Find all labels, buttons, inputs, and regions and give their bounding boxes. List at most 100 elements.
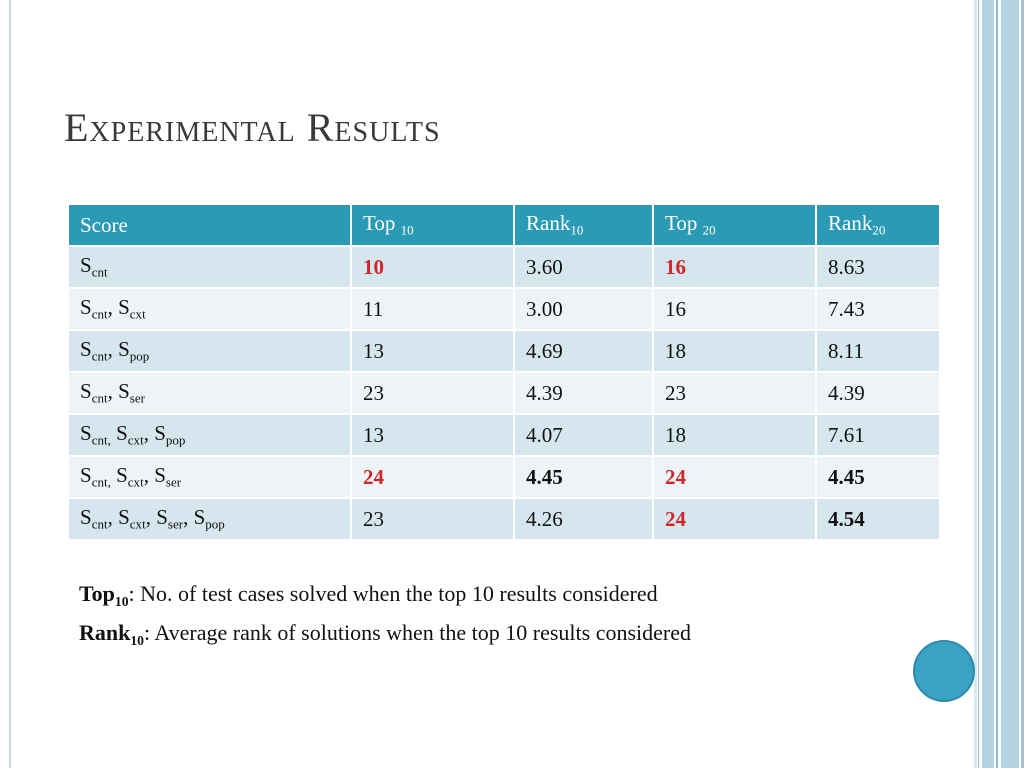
score-subscript: cnt [91, 306, 108, 322]
table-row: Scnt 10 3.60 16 8.63 [69, 246, 939, 289]
column-header: Top 20 [653, 205, 817, 247]
score-subscript: cnt, [91, 474, 111, 490]
score-symbol: S [116, 463, 128, 488]
legend-rank-definition: Rank10: Average rank of solutions when t… [79, 617, 799, 656]
value-cell: 4.26 [514, 498, 654, 541]
stripe [982, 0, 994, 768]
column-header: Rank10 [514, 205, 654, 247]
slide-left-border-inner [0, 0, 10, 768]
legend: Top10: No. of test cases solved when the… [79, 578, 799, 656]
score-subscript: ser [167, 516, 184, 532]
score-subscript: cnt [91, 516, 108, 532]
decorative-circle [913, 640, 975, 702]
stripe [978, 0, 979, 768]
score-subscript: cnt [91, 264, 108, 280]
column-header-subscript: 20 [702, 222, 716, 238]
value-cell: 7.43 [816, 288, 939, 331]
score-cell: Scnt, Scxt [69, 288, 352, 331]
score-symbol: S [118, 295, 130, 320]
legend-top-sub: 10 [114, 593, 129, 609]
column-header: Score [69, 205, 352, 247]
value-cell: 4.45 [514, 456, 654, 499]
score-subscript: ser [129, 390, 145, 406]
table-body: Scnt 10 3.60 16 8.63 Scnt, Scxt 11 3.00 16 7.43 Sc… [69, 246, 939, 541]
score-symbol: S [80, 253, 92, 278]
score-subscript: ser [165, 474, 182, 490]
score-separator: , [107, 379, 119, 404]
score-subscript: pop [129, 348, 150, 364]
results-table: Score Top 10 Rank10 Top 20 Rank20 Scnt 10 3.60… [69, 205, 939, 541]
score-cell: Scnt, Scxt, Sser, Spop [69, 498, 352, 541]
value-cell: 24 [653, 456, 817, 499]
value-cell: 13 [351, 330, 515, 373]
legend-top-text: : No. of test cases solved when the top … [128, 581, 658, 606]
column-header-subscript: 10 [400, 222, 414, 238]
value-cell: 18 [653, 414, 817, 457]
score-subscript: cnt [91, 348, 108, 364]
score-subscript: pop [165, 432, 186, 448]
column-header-label: Rank [828, 211, 873, 236]
value-cell: 8.11 [816, 330, 939, 373]
value-cell: 16 [653, 246, 817, 289]
column-header: Top 10 [351, 205, 515, 247]
value-cell: 13 [351, 414, 515, 457]
stripe [996, 0, 998, 768]
column-header: Rank20 [816, 205, 939, 247]
column-header-label: Top [363, 211, 401, 236]
column-header-label: Top [665, 211, 703, 236]
value-cell: 4.54 [816, 498, 939, 541]
score-symbol: S [80, 505, 92, 530]
score-symbol: S [80, 337, 92, 362]
score-symbol: S [193, 505, 206, 530]
value-cell: 24 [653, 498, 817, 541]
score-subscript: pop [205, 516, 225, 532]
score-symbol: S [118, 379, 130, 404]
table-row: Scnt, Sser 23 4.39 23 4.39 [69, 372, 939, 415]
value-cell: 23 [653, 372, 817, 415]
table-row: Scnt, Scxt, Spop 13 4.07 18 7.61 [69, 414, 939, 457]
table-row: Scnt, Scxt, Sser 24 4.45 24 4.45 [69, 456, 939, 499]
score-subscript: cxt [129, 306, 146, 322]
slide-right-stripes [974, 0, 1024, 768]
score-cell: Scnt [69, 246, 352, 289]
score-subscript: cnt [91, 390, 108, 406]
legend-top-term: Top [79, 581, 115, 606]
value-cell: 4.39 [514, 372, 654, 415]
value-cell: 23 [351, 372, 515, 415]
score-symbol: S [156, 505, 168, 530]
legend-top-definition: Top10: No. of test cases solved when the… [79, 578, 799, 617]
column-header-label: Score [80, 212, 128, 237]
score-symbol: S [80, 463, 92, 488]
value-cell: 23 [351, 498, 515, 541]
score-symbol: S [80, 379, 92, 404]
stripe [974, 0, 977, 768]
score-cell: Scnt, Scxt, Spop [69, 414, 352, 457]
slide-left-border [0, 0, 11, 768]
stripe [1021, 0, 1024, 768]
score-cell: Scnt, Scxt, Sser [69, 456, 352, 499]
score-cell: Scnt, Spop [69, 330, 352, 373]
score-cell: Scnt, Sser [69, 372, 352, 415]
score-separator: , [107, 295, 119, 320]
value-cell: 8.63 [816, 246, 939, 289]
score-separator: , [107, 505, 119, 530]
value-cell: 4.69 [514, 330, 654, 373]
score-subscript: cxt [127, 432, 144, 448]
legend-rank-term: Rank [79, 619, 131, 645]
score-symbol: S [80, 295, 92, 320]
score-subscript: cxt [127, 474, 144, 490]
table-row: Scnt, Spop 13 4.69 18 8.11 [69, 330, 939, 373]
score-subscript: cnt, [91, 432, 111, 448]
value-cell: 3.00 [514, 288, 654, 331]
legend-rank-text: : Average rank of solutions when the top… [143, 619, 692, 645]
score-symbol: S [116, 421, 128, 446]
value-cell: 4.39 [816, 372, 939, 415]
score-separator: , [143, 463, 155, 488]
column-header-label: Rank [526, 211, 571, 236]
score-subscript: cxt [129, 516, 146, 532]
legend-rank-sub: 10 [130, 632, 144, 648]
value-cell: 10 [351, 246, 515, 289]
score-symbol: S [118, 337, 130, 362]
value-cell: 18 [653, 330, 817, 373]
score-symbol: S [154, 421, 166, 446]
